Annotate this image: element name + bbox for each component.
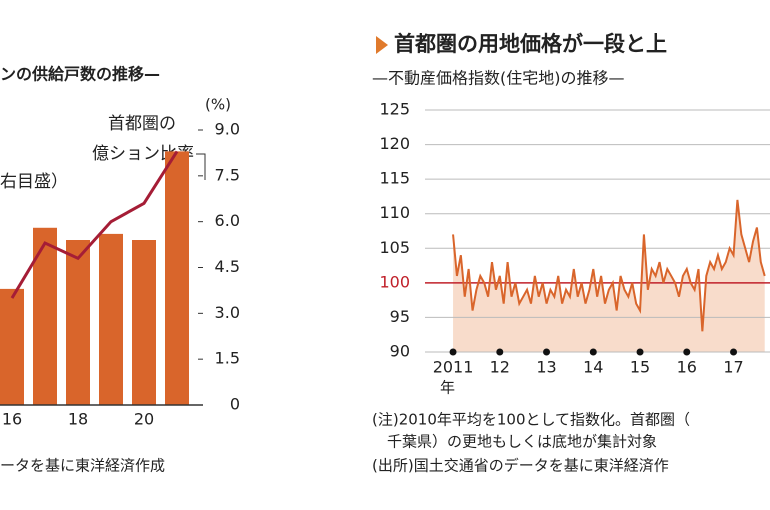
tick-dot (543, 348, 551, 356)
line (452, 199, 766, 332)
y-tick-label: 95 (390, 307, 410, 326)
y-tick-label: 1.5 (215, 349, 240, 368)
bar (132, 240, 156, 405)
y-tick-label: 110 (379, 203, 410, 222)
subtitle: —不動産価格指数(住宅地)の推移— (372, 69, 625, 88)
area (453, 199, 765, 352)
note: (注)2010年平均を100として指数化。首都圏（ (372, 411, 690, 429)
leader-line (196, 153, 206, 180)
x-tick-label: 14 (583, 358, 603, 377)
tick-dot (449, 348, 457, 356)
y-tick-label: 7.5 (215, 165, 240, 184)
bar (0, 288, 24, 405)
y-tick-label: 125 (379, 100, 410, 119)
x-tick-label: 17 (723, 358, 743, 377)
x-unit: 年 (440, 379, 455, 397)
tick-dot (636, 348, 644, 356)
x-tick-label: 13 (536, 358, 556, 377)
y-unit: (%) (205, 96, 231, 114)
note: 千葉県）の更地もしくは底地が集計対象 (387, 433, 657, 451)
y-tick-label: 90 (390, 342, 410, 361)
note: ータを基に東洋経済作成 (0, 457, 165, 475)
bar (165, 151, 189, 405)
x-tick-label: 15 (630, 358, 650, 377)
line (10, 150, 179, 299)
bar (66, 240, 90, 405)
tick-dot (683, 348, 691, 356)
x-tick-label: 2011 (433, 358, 474, 377)
tick-dot (730, 348, 738, 356)
bar (99, 233, 123, 405)
annotation: 首都圏の (108, 114, 176, 134)
y-tick-label: 120 (379, 134, 410, 153)
x-tick-label: 20 (134, 410, 154, 429)
y-tick-label: 6.0 (215, 211, 240, 230)
y-tick-label: 4.5 (215, 257, 240, 276)
x-tick-label: 18 (68, 410, 88, 429)
y-tick-label: 100 (379, 272, 410, 291)
tick-dot (589, 348, 597, 356)
y-tick-label: 3.0 (215, 303, 240, 322)
x-tick-label: 16 (2, 410, 22, 429)
note: (出所)国土交通省のデータを基に東洋経済作 (372, 457, 669, 475)
right-title: 首都圏の用地価格が一段と上 (394, 32, 667, 56)
x-tick-label: 12 (490, 358, 510, 377)
y-tick-label: 115 (379, 169, 410, 188)
y-tick-label: 9.0 (215, 120, 240, 139)
annotation: 右目盛） (0, 172, 68, 192)
title-marker (376, 36, 388, 54)
y-tick-label: 0 (230, 395, 240, 414)
y-tick-label: 105 (379, 238, 410, 257)
left-title: ンの供給戸数の推移— (0, 65, 160, 84)
tick-dot (496, 348, 504, 356)
x-tick-label: 16 (677, 358, 697, 377)
